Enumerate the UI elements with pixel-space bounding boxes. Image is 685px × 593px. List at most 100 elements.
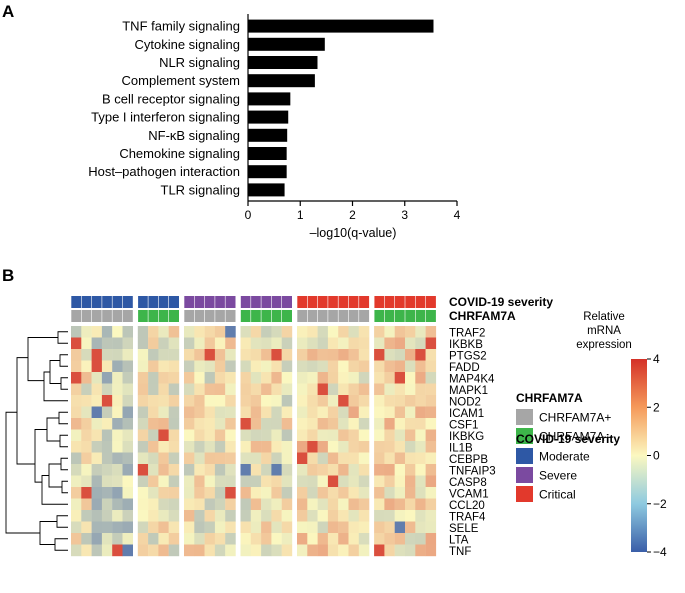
heatmap-cell xyxy=(415,498,426,511)
heatmap-cell xyxy=(204,337,216,350)
heatmap-cell xyxy=(71,418,82,430)
heatmap-cell xyxy=(261,349,272,361)
severity-legend-swatch-3 xyxy=(516,486,533,502)
x-tick-label: 2 xyxy=(349,208,356,222)
heatmap-cell xyxy=(158,418,169,430)
heatmap-cell xyxy=(415,326,426,338)
heatmap-cell xyxy=(184,349,195,361)
heatmap-cell xyxy=(281,544,293,557)
heatmap-cell xyxy=(384,487,395,499)
heatmap-cell xyxy=(122,475,133,488)
heatmap-cell xyxy=(194,429,205,442)
heatmap-cell xyxy=(81,406,92,419)
heatmap-cell xyxy=(281,372,293,384)
x-tick-label: 4 xyxy=(454,208,461,222)
heatmap-cell xyxy=(415,349,426,361)
heatmap-cell xyxy=(122,418,133,430)
heatmap-cell xyxy=(317,510,329,522)
heatmap-cell xyxy=(158,452,169,465)
heatmap-cell xyxy=(225,544,236,557)
heatmap-cell xyxy=(405,383,416,396)
heatmap-cell xyxy=(225,475,236,488)
heatmap-cell xyxy=(297,406,308,419)
heatmap-cell xyxy=(405,395,416,407)
heatmap-cell xyxy=(225,429,236,442)
heatmap-cell xyxy=(271,360,282,373)
heatmap-cell xyxy=(415,360,426,373)
heatmap-cell xyxy=(250,464,262,476)
dendrogram-branch xyxy=(27,337,58,382)
gene-label-LTA: LTA xyxy=(449,534,469,546)
heatmap-cell xyxy=(250,418,262,430)
heatmap-cell xyxy=(91,383,103,396)
heatmap-cell xyxy=(184,475,195,488)
heatmap-cell xyxy=(225,464,236,476)
heatmap-cell xyxy=(394,360,406,373)
heatmap-cell xyxy=(214,533,226,545)
heatmap-cell xyxy=(184,383,195,396)
heatmap-cell xyxy=(148,418,159,430)
heatmap-cell xyxy=(101,406,113,419)
heatmap-cell xyxy=(168,383,180,396)
heatmap-cell xyxy=(184,498,195,511)
heatmap-cell xyxy=(281,487,293,499)
heatmap-cell xyxy=(338,487,349,499)
heatmap-cell xyxy=(261,337,272,350)
heatmap-cell xyxy=(91,452,103,465)
heatmap-cell xyxy=(184,487,195,499)
heatmap-cell xyxy=(81,349,92,361)
heatmap-cell xyxy=(194,452,205,465)
heatmap-cell xyxy=(297,498,308,511)
heatmap-cell xyxy=(204,360,216,373)
heatmap-cell xyxy=(122,521,133,534)
severity-legend-swatch-1 xyxy=(516,448,533,464)
heatmap-cell xyxy=(240,510,251,522)
heatmap-cell xyxy=(214,544,226,557)
heatmap-cell xyxy=(348,360,359,373)
heatmap-cell xyxy=(425,326,437,338)
heatmap-cell xyxy=(271,441,282,453)
heatmap-cell xyxy=(348,372,359,384)
heatmap-cell xyxy=(137,452,149,465)
heatmap-cell xyxy=(112,498,123,511)
heatmap-cell xyxy=(194,441,205,453)
heatmap-cell xyxy=(261,510,272,522)
heatmap-cell xyxy=(317,406,329,419)
heatmap-cell xyxy=(250,441,262,453)
heatmap-cell xyxy=(112,349,123,361)
heatmap-cell xyxy=(158,544,169,557)
heatmap-cell xyxy=(317,326,329,338)
heatmap-cell xyxy=(297,326,308,338)
heatmap-cell xyxy=(327,544,339,557)
heatmap-cell xyxy=(184,452,195,465)
heatmap-cell xyxy=(148,521,159,534)
heatmap-cell xyxy=(158,395,169,407)
heatmap-cell xyxy=(240,441,251,453)
dendrogram-branch xyxy=(61,480,68,494)
heatmap-cell xyxy=(394,475,406,488)
heatmap-cell xyxy=(317,521,329,534)
heatmap-cell xyxy=(281,326,293,338)
heatmap-cell xyxy=(168,498,180,511)
heatmap-cell xyxy=(184,372,195,384)
heatmap-cell xyxy=(81,395,92,407)
heatmap-cell xyxy=(327,452,339,465)
heatmap-cell xyxy=(374,521,385,534)
heatmap-cell xyxy=(137,395,149,407)
gene-label-CASP8: CASP8 xyxy=(449,477,487,489)
heatmap-cell xyxy=(405,498,416,511)
heatmap-cell xyxy=(374,418,385,430)
heatmap-cell xyxy=(112,521,123,534)
chrfam7a-legend-label-2: CHRFAM7A– xyxy=(539,430,611,444)
heatmap-cell xyxy=(250,510,262,522)
bar-3 xyxy=(248,56,318,69)
heatmap-cell xyxy=(425,383,437,396)
heatmap-cell xyxy=(327,326,339,338)
heatmap-cell xyxy=(317,452,329,465)
heatmap-cell xyxy=(425,360,437,373)
heatmap-cell xyxy=(137,521,149,534)
dendrogram-branch xyxy=(49,360,61,384)
heatmap-cell xyxy=(91,406,103,419)
heatmap-cell xyxy=(168,360,180,373)
heatmap-cell xyxy=(112,487,123,499)
